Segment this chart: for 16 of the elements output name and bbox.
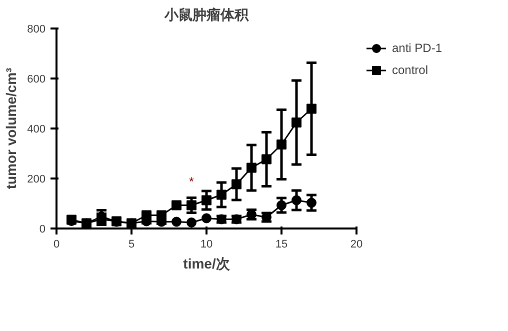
x-tick-label: 20 <box>350 238 363 250</box>
y-tick-label: 0 <box>39 224 46 236</box>
y-axis-title: tumor volume/cm³ <box>3 67 20 190</box>
legend-label: control <box>392 63 428 77</box>
y-tick-label: 400 <box>27 124 46 136</box>
y-tick-label: 800 <box>27 24 46 36</box>
chart-title: 小鼠肿瘤体积 <box>164 6 250 24</box>
y-tick-label: 200 <box>27 174 46 186</box>
annotation: * <box>189 174 194 188</box>
x-tick-label: 10 <box>200 238 213 250</box>
legend-label: anti PD-1 <box>392 41 442 55</box>
x-tick-label: 5 <box>128 238 135 250</box>
x-tick-label: 0 <box>53 238 60 250</box>
y-tick-label: 600 <box>27 74 46 86</box>
x-tick-label: 15 <box>275 238 288 250</box>
x-axis-title: time/次 <box>183 256 231 272</box>
